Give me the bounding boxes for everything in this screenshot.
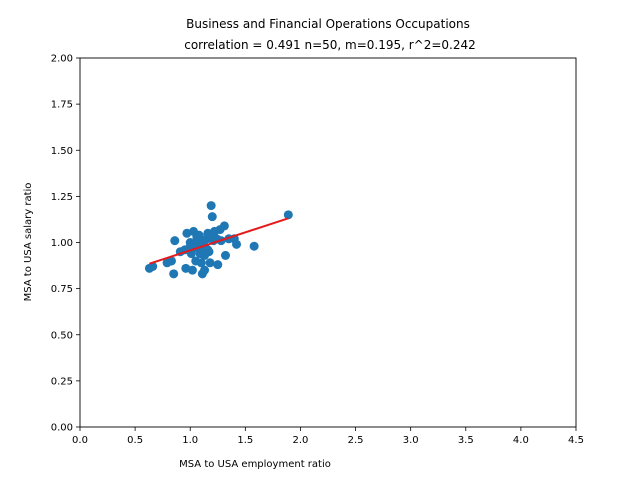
data-point bbox=[203, 245, 213, 255]
data-point bbox=[207, 212, 217, 222]
x-tick-label: 0.0 bbox=[72, 435, 88, 446]
chart-subtitle: correlation = 0.491 n=50, m=0.195, r^2=0… bbox=[184, 38, 476, 52]
data-point bbox=[206, 201, 216, 211]
y-tick-label: 0.50 bbox=[51, 330, 73, 341]
data-point bbox=[200, 265, 210, 275]
y-tick-label: 2.00 bbox=[51, 54, 73, 65]
data-point bbox=[187, 265, 197, 275]
y-tick-label: 1.25 bbox=[51, 192, 73, 203]
x-tick-label: 3.0 bbox=[403, 435, 419, 446]
data-point bbox=[213, 260, 223, 270]
x-tick-label: 2.5 bbox=[348, 435, 364, 446]
y-tick-label: 1.75 bbox=[51, 100, 73, 111]
x-tick-label: 4.0 bbox=[513, 435, 529, 446]
regression-line bbox=[149, 217, 289, 265]
y-axis-ticks: 0.00 0.25 0.50 0.75 1.00 1.25 1.50 1.75 2.00 bbox=[51, 54, 80, 434]
x-tick-label: 4.5 bbox=[568, 435, 584, 446]
fit-line-group bbox=[149, 217, 289, 265]
x-axis-ticks: 0.0 0.5 1.0 1.5 2.0 2.5 3.0 3.5 4.0 4.5 bbox=[72, 427, 584, 446]
y-tick-label: 0.75 bbox=[51, 284, 73, 295]
data-point bbox=[220, 250, 230, 260]
data-point bbox=[170, 236, 180, 246]
x-axis-label: MSA to USA employment ratio bbox=[179, 459, 331, 470]
x-tick-label: 0.5 bbox=[127, 435, 143, 446]
y-tick-label: 1.50 bbox=[51, 146, 73, 157]
data-point bbox=[194, 230, 204, 240]
plot-area bbox=[79, 57, 577, 428]
data-point bbox=[166, 256, 176, 266]
data-point bbox=[283, 210, 293, 220]
x-tick-label: 3.5 bbox=[458, 435, 474, 446]
y-axis-label: MSA to USA salary ratio bbox=[23, 183, 34, 302]
x-tick-label: 1.0 bbox=[182, 435, 198, 446]
y-tick-label: 1.00 bbox=[51, 238, 73, 249]
x-tick-label: 2.0 bbox=[292, 435, 308, 446]
data-point bbox=[196, 258, 206, 268]
data-point bbox=[249, 241, 259, 251]
x-tick-label: 1.5 bbox=[237, 435, 253, 446]
chart-title: Business and Financial Operations Occupa… bbox=[186, 17, 470, 31]
data-point bbox=[219, 221, 229, 231]
y-tick-label: 0.25 bbox=[51, 376, 73, 387]
data-point bbox=[205, 258, 215, 268]
data-point bbox=[232, 239, 242, 249]
y-tick-label: 0.00 bbox=[51, 423, 73, 434]
data-point bbox=[169, 269, 179, 279]
